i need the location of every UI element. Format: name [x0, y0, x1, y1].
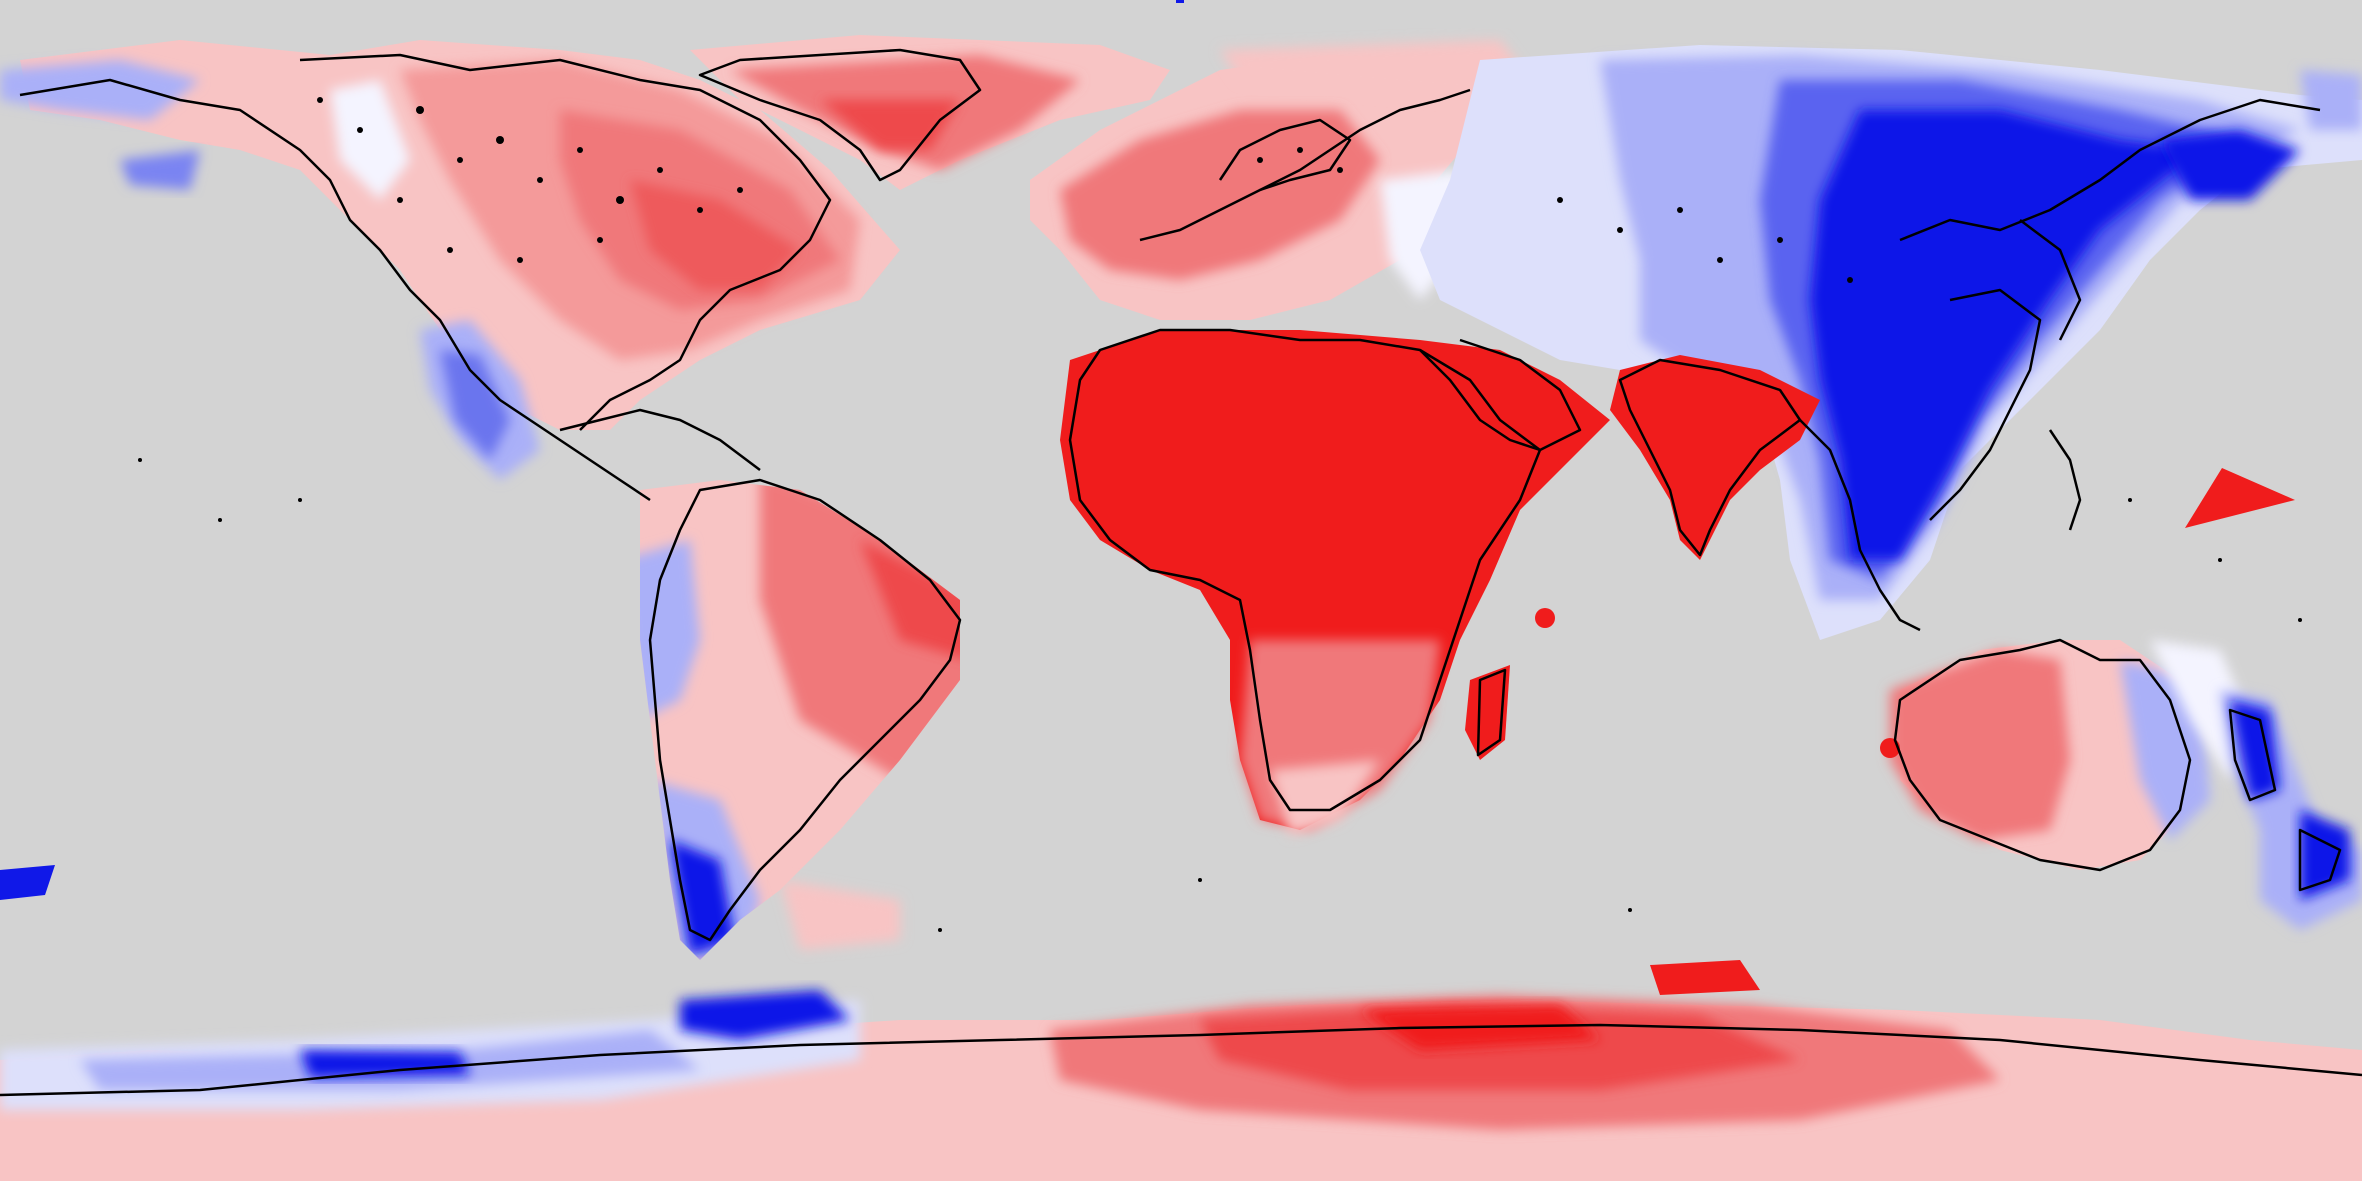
region-africa-middle-east	[1060, 330, 1610, 835]
region-pacific-patch	[2185, 468, 2295, 528]
region-west-pacific-patch	[0, 865, 55, 900]
region-asia	[1420, 45, 2362, 640]
region-new-zealand	[2220, 690, 2362, 930]
region-australia	[1880, 640, 2250, 870]
region-south-asia	[1610, 355, 1820, 560]
coastlines	[0, 48, 2362, 1097]
coastline-detail-speckles	[138, 97, 2302, 932]
top-marker	[1176, 0, 1184, 3]
